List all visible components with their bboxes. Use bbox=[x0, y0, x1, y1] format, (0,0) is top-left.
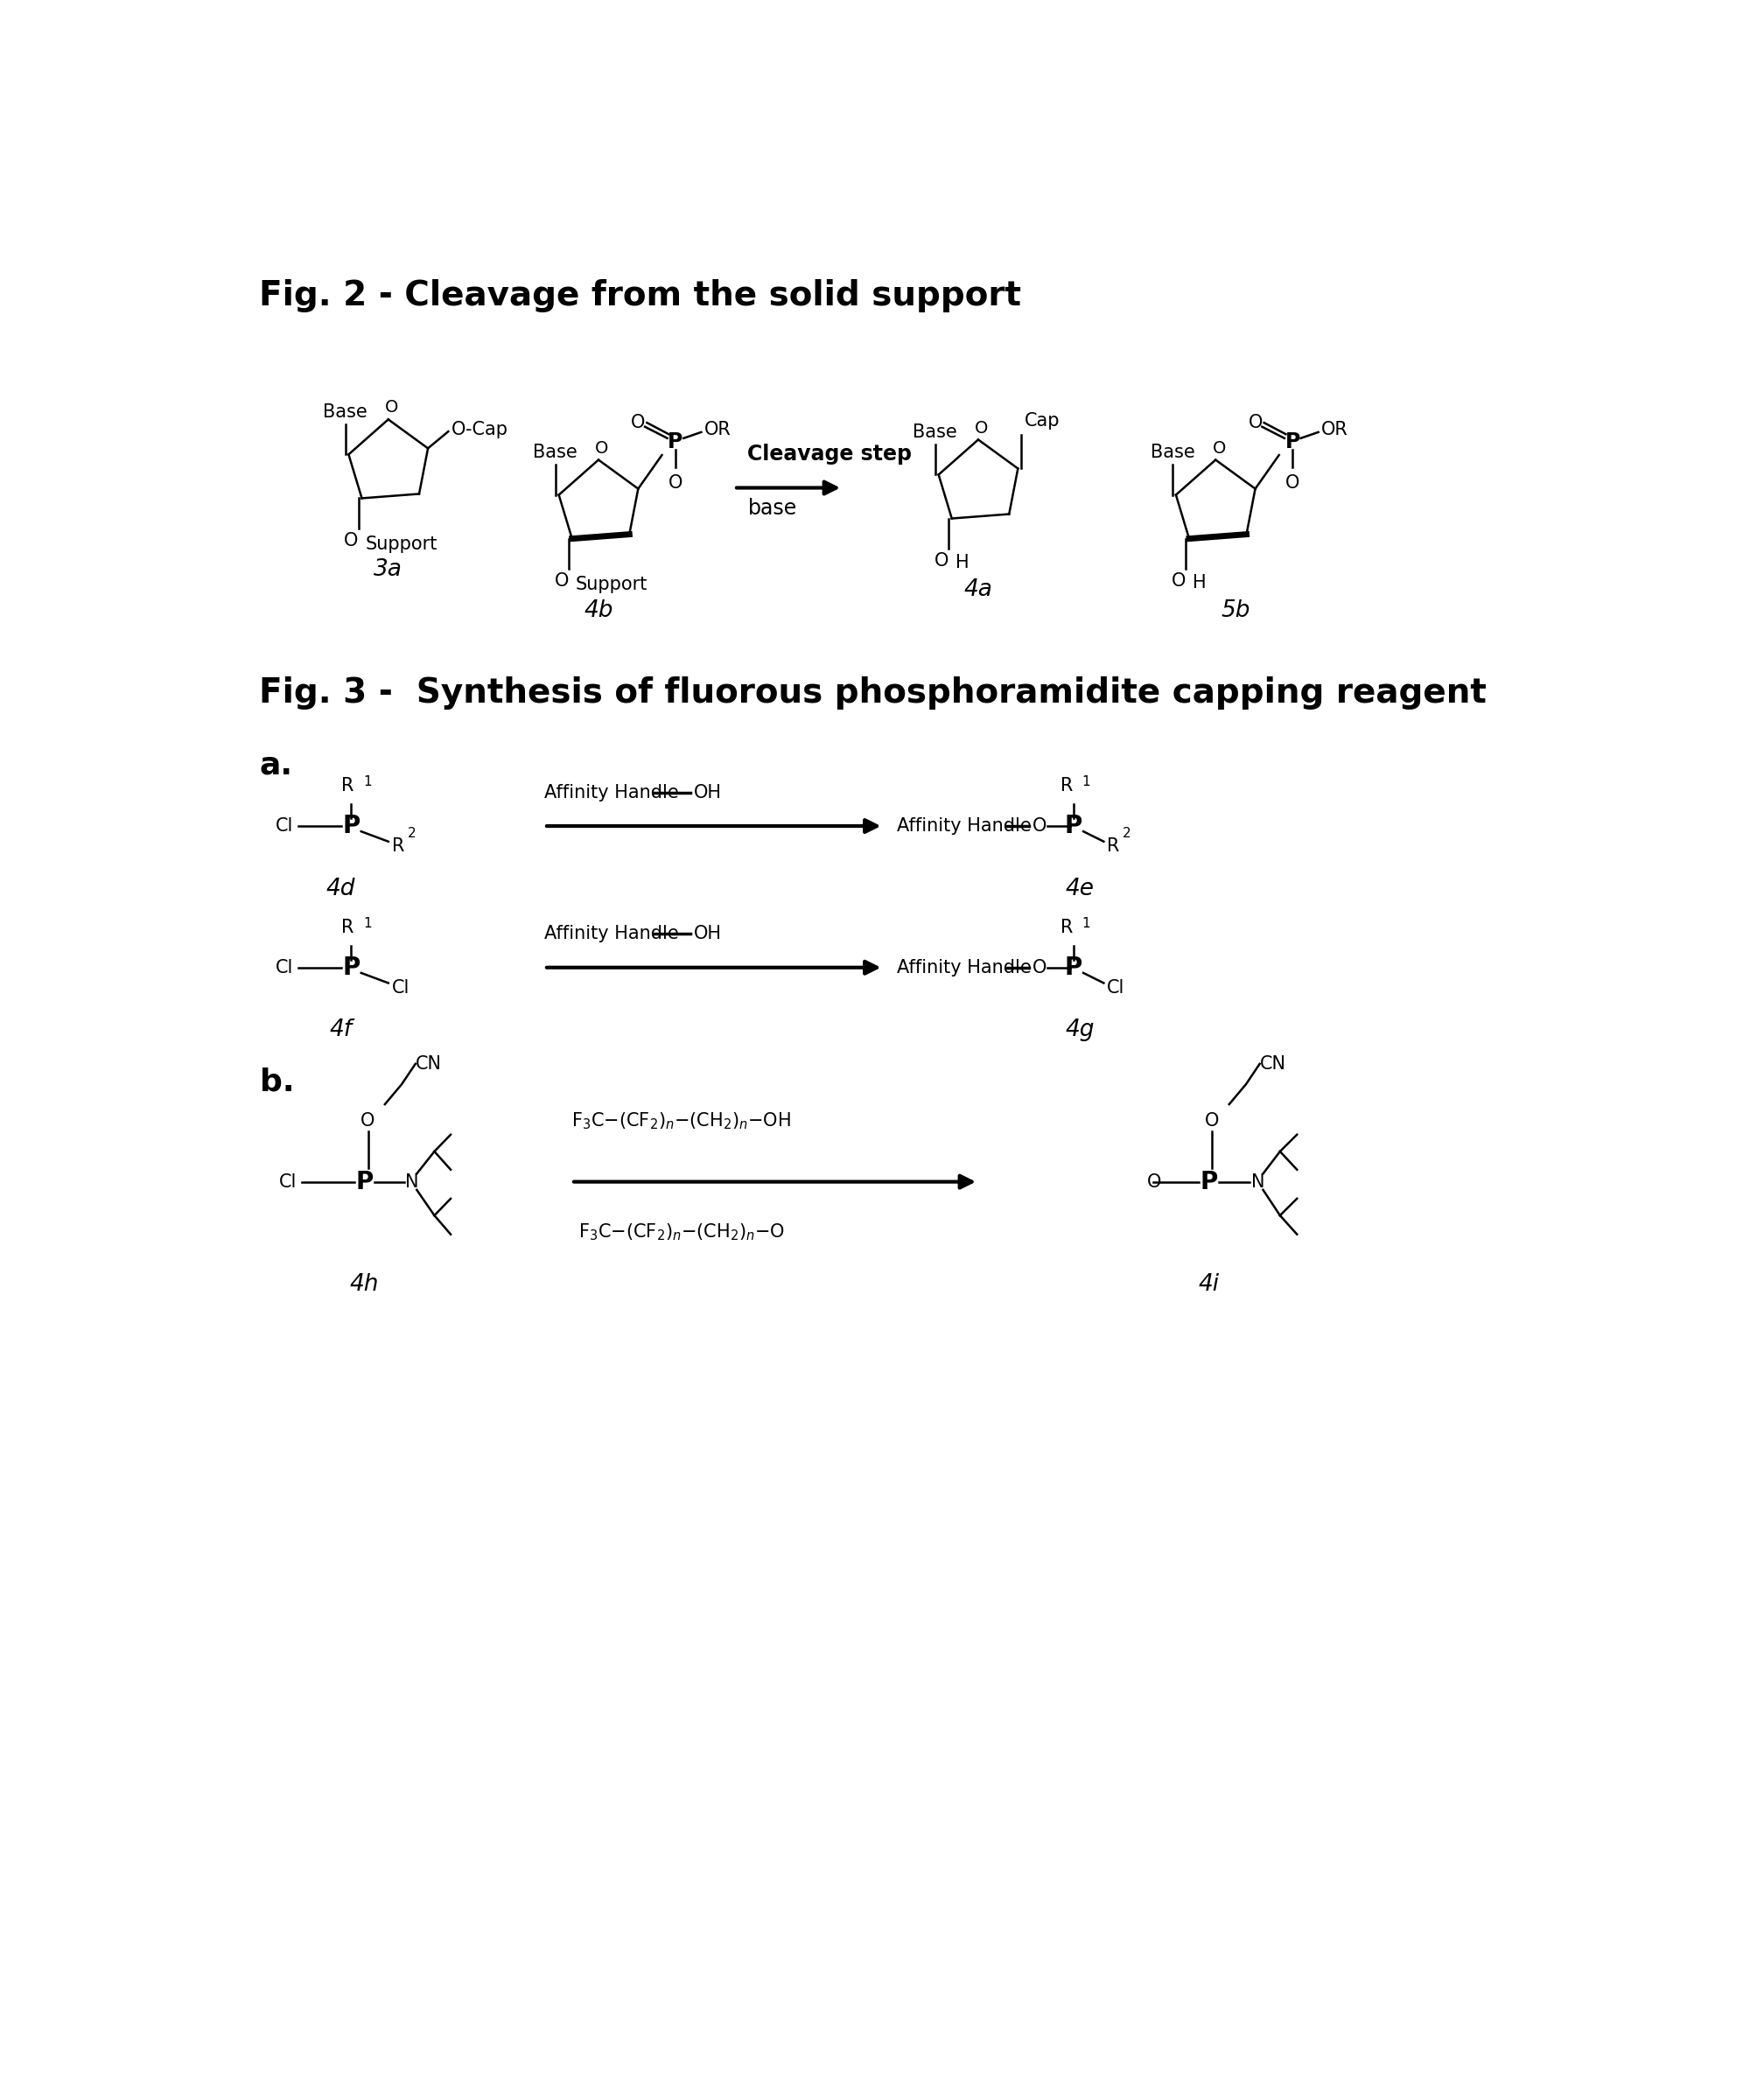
Text: 4b: 4b bbox=[584, 598, 612, 622]
Text: O: O bbox=[345, 531, 359, 550]
Text: N: N bbox=[406, 1174, 418, 1191]
Text: 4i: 4i bbox=[1199, 1273, 1220, 1296]
Text: H: H bbox=[1192, 573, 1206, 592]
Text: P: P bbox=[1064, 956, 1082, 981]
Text: P: P bbox=[1200, 1170, 1218, 1195]
Text: 4e: 4e bbox=[1066, 878, 1094, 901]
Text: OR: OR bbox=[704, 420, 731, 439]
Text: Base: Base bbox=[534, 443, 578, 462]
Text: O: O bbox=[632, 414, 646, 430]
Text: 3a: 3a bbox=[374, 559, 402, 582]
Text: b.: b. bbox=[259, 1067, 294, 1096]
Text: H: H bbox=[956, 554, 970, 571]
Text: O: O bbox=[595, 439, 609, 456]
Text: 1: 1 bbox=[1082, 775, 1090, 788]
Text: R: R bbox=[1108, 838, 1120, 855]
Text: Affinity Handle: Affinity Handle bbox=[896, 817, 1031, 836]
Text: O-Cap: O-Cap bbox=[452, 420, 509, 439]
Text: Fig. 3 -  Synthesis of fluorous phosphoramidite capping reagent: Fig. 3 - Synthesis of fluorous phosphora… bbox=[259, 676, 1488, 710]
Text: F$_3$C$-$(CF$_2$)$_n$$-$(CH$_2$)$_n$$-$O: F$_3$C$-$(CF$_2$)$_n$$-$(CH$_2$)$_n$$-$O bbox=[578, 1222, 784, 1243]
Text: Cl: Cl bbox=[392, 979, 410, 998]
Text: 4d: 4d bbox=[326, 878, 355, 901]
Text: Cleavage step: Cleavage step bbox=[747, 443, 912, 464]
Text: O: O bbox=[1032, 817, 1046, 836]
Text: base: base bbox=[747, 498, 796, 519]
Text: Cl: Cl bbox=[275, 960, 294, 976]
Text: Support: Support bbox=[576, 575, 648, 592]
Text: R: R bbox=[1060, 777, 1073, 794]
Text: OH: OH bbox=[693, 783, 721, 800]
Text: Fig. 2 - Cleavage from the solid support: Fig. 2 - Cleavage from the solid support bbox=[259, 279, 1022, 313]
Text: Cl: Cl bbox=[275, 817, 294, 836]
Text: OR: OR bbox=[1321, 420, 1348, 439]
Text: Base: Base bbox=[1150, 443, 1195, 462]
Text: 4g: 4g bbox=[1066, 1018, 1096, 1042]
Text: Support: Support bbox=[366, 536, 438, 552]
Text: P: P bbox=[343, 956, 360, 981]
Text: O: O bbox=[1032, 960, 1046, 976]
Text: 5b: 5b bbox=[1222, 598, 1251, 622]
Text: P: P bbox=[668, 430, 682, 452]
Text: O: O bbox=[934, 552, 948, 569]
Text: Cl: Cl bbox=[1108, 979, 1125, 998]
Text: O: O bbox=[1171, 573, 1186, 590]
Text: O: O bbox=[555, 573, 569, 590]
Text: a.: a. bbox=[259, 750, 292, 781]
Text: Cap: Cap bbox=[1026, 412, 1060, 430]
Text: Affinity Handle: Affinity Handle bbox=[544, 783, 679, 800]
Text: 4f: 4f bbox=[329, 1018, 352, 1042]
Text: N: N bbox=[1251, 1174, 1265, 1191]
Text: O: O bbox=[1213, 439, 1225, 456]
Text: O: O bbox=[1286, 475, 1300, 491]
Text: O: O bbox=[385, 399, 399, 416]
Text: 1: 1 bbox=[364, 775, 371, 788]
Text: Affinity Handle: Affinity Handle bbox=[896, 960, 1031, 976]
Text: O: O bbox=[668, 475, 682, 491]
Text: 4h: 4h bbox=[350, 1273, 380, 1296]
Text: F$_3$C$-$(CF$_2$)$_n$$-$(CH$_2$)$_n$$-$OH: F$_3$C$-$(CF$_2$)$_n$$-$(CH$_2$)$_n$$-$O… bbox=[570, 1111, 791, 1132]
Text: 4a: 4a bbox=[964, 580, 992, 601]
Text: P: P bbox=[1064, 815, 1082, 838]
Text: R: R bbox=[341, 918, 354, 937]
Text: OH: OH bbox=[693, 926, 721, 943]
Text: P: P bbox=[1284, 430, 1300, 452]
Text: O: O bbox=[1146, 1174, 1162, 1191]
Text: 2: 2 bbox=[408, 827, 416, 840]
Text: CN: CN bbox=[415, 1054, 441, 1073]
Text: CN: CN bbox=[1260, 1054, 1286, 1073]
Text: R: R bbox=[392, 838, 404, 855]
Text: O: O bbox=[1206, 1113, 1220, 1130]
Text: R: R bbox=[341, 777, 354, 794]
Text: P: P bbox=[355, 1170, 373, 1195]
Text: O: O bbox=[360, 1113, 374, 1130]
Text: Cl: Cl bbox=[278, 1174, 298, 1191]
Text: R: R bbox=[1060, 918, 1073, 937]
Text: Affinity Handle: Affinity Handle bbox=[544, 926, 679, 943]
Text: P: P bbox=[343, 815, 360, 838]
Text: 2: 2 bbox=[1124, 827, 1130, 840]
Text: Base: Base bbox=[914, 424, 957, 441]
Text: 1: 1 bbox=[1082, 918, 1090, 930]
Text: 1: 1 bbox=[364, 918, 371, 930]
Text: O: O bbox=[1248, 414, 1262, 430]
Text: O: O bbox=[975, 420, 989, 437]
Text: Base: Base bbox=[324, 403, 368, 420]
